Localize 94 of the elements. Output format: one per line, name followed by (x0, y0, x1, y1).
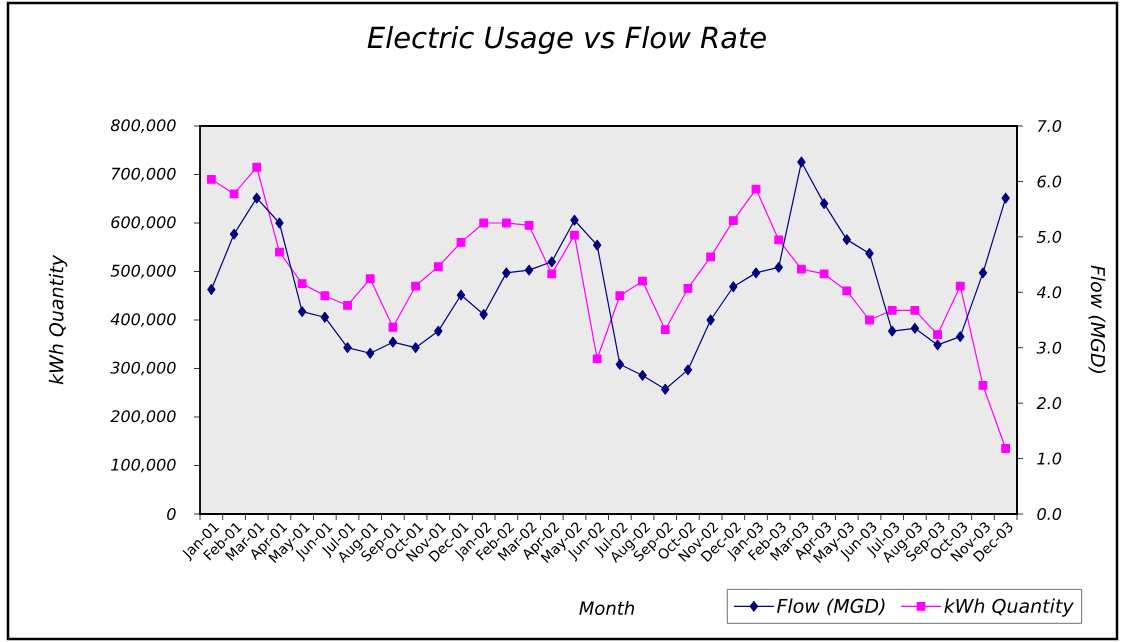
point (297, 306, 307, 318)
point (479, 309, 488, 320)
point (501, 218, 511, 228)
chart-title: Electric Usage vs Flow Rate (367, 25, 766, 55)
point (910, 322, 920, 334)
legend-label: kWh Quantity (944, 598, 1074, 617)
point (479, 218, 489, 228)
point (547, 269, 557, 279)
point (229, 228, 239, 240)
point (229, 189, 239, 199)
y-tick-label: 700,000 (111, 167, 176, 182)
y2-tick-label: 5.0 (1036, 230, 1062, 243)
point (729, 281, 738, 293)
y2-tick-label: 6.0 (1037, 175, 1062, 188)
point (1001, 192, 1010, 204)
point (978, 267, 988, 279)
point (842, 286, 852, 296)
point (615, 291, 625, 301)
y2-tick-label: 7.0 (1038, 119, 1062, 133)
point (615, 358, 625, 370)
point (955, 281, 965, 291)
y2-tick-label: 1.0 (1037, 452, 1062, 465)
y-tick-label: 0 (167, 507, 176, 521)
y2-tick-label: 4.0 (1036, 286, 1062, 299)
point (388, 336, 398, 348)
point (1001, 444, 1011, 453)
point (683, 284, 693, 293)
point (819, 198, 829, 209)
point (343, 342, 352, 354)
y-tick-label: 800,000 (110, 119, 176, 133)
point (434, 325, 443, 337)
point (502, 267, 511, 279)
point (797, 156, 806, 168)
point (524, 221, 534, 230)
point (547, 256, 556, 268)
point (933, 339, 942, 351)
point (252, 192, 261, 204)
point (207, 284, 216, 295)
point (865, 248, 874, 259)
point (411, 342, 420, 354)
point (751, 267, 761, 279)
y2-axis-title: Flow (MGD) (1088, 265, 1106, 374)
y-tick-label: 600,000 (111, 216, 176, 230)
y-tick-label: 200,000 (110, 410, 176, 424)
point (388, 322, 398, 332)
point (661, 383, 670, 395)
point (865, 315, 874, 325)
y2-tick-label: 3.0 (1036, 341, 1062, 354)
point (343, 301, 352, 310)
point (638, 276, 647, 286)
point (320, 311, 330, 323)
point (456, 238, 466, 247)
point (275, 247, 284, 257)
y-tick-label: 100,000 (111, 458, 176, 473)
y2-tick-label: 0.0 (1037, 507, 1062, 521)
point (887, 325, 897, 337)
point (411, 281, 420, 291)
point (933, 330, 942, 339)
point (706, 314, 715, 326)
point (592, 239, 602, 251)
point (570, 230, 579, 240)
point (570, 214, 579, 226)
point (206, 174, 216, 184)
point (433, 262, 443, 272)
y-tick-label: 400,000 (110, 313, 176, 327)
point (592, 354, 602, 364)
point (365, 274, 375, 284)
point (978, 381, 988, 390)
point (728, 216, 738, 225)
point (320, 291, 330, 301)
point (683, 364, 693, 376)
point (887, 305, 897, 315)
legend-label: Flow (MGD) (777, 598, 885, 616)
x-axis-title: Month (579, 601, 635, 615)
point (638, 370, 647, 381)
point (819, 269, 829, 279)
y2-tick-label: 2.0 (1036, 397, 1062, 410)
y-tick-label: 500,000 (110, 264, 176, 279)
point (910, 305, 920, 315)
y-tick-label: 300,000 (110, 361, 176, 376)
point (842, 234, 851, 246)
point (456, 289, 466, 301)
point (366, 347, 375, 359)
point (297, 279, 307, 289)
point (797, 264, 806, 274)
point (706, 252, 716, 262)
point (660, 325, 670, 335)
point (524, 264, 534, 276)
point (956, 331, 965, 343)
point (774, 261, 783, 273)
y-axis-title: kWh Quantity (48, 254, 68, 385)
point (275, 217, 284, 229)
point (774, 235, 784, 245)
point (252, 162, 262, 172)
